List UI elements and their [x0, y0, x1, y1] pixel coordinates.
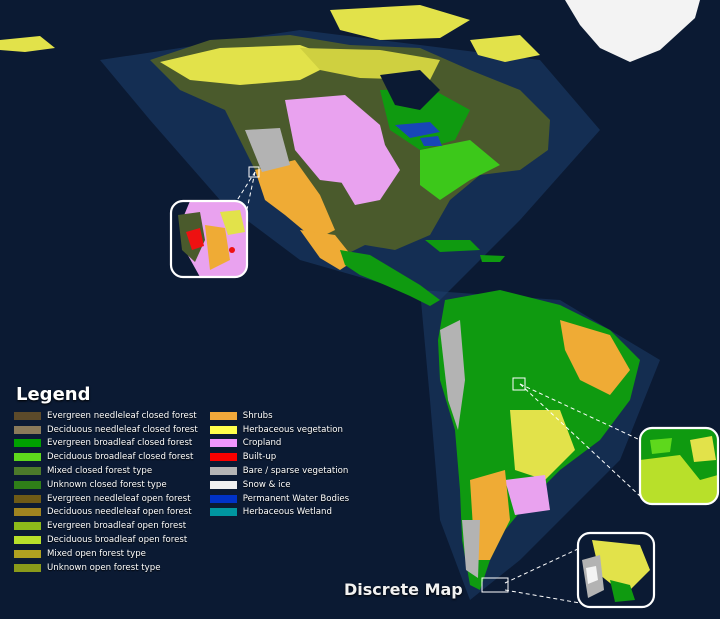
- legend-column-left: Evergreen needleleaf closed forest Decidu…: [14, 409, 198, 575]
- legend-item: Cropland: [209, 437, 349, 451]
- caribbean: [480, 255, 505, 262]
- eastern-forest: [420, 140, 500, 200]
- cropland: [340, 145, 400, 205]
- legend-swatch: [14, 411, 41, 420]
- legend-swatch: [14, 508, 41, 517]
- legend-label: Mixed closed forest type: [47, 466, 153, 477]
- legend-label: Built-up: [242, 452, 277, 463]
- legend-label: Shrubs: [242, 410, 273, 421]
- tundra: [160, 45, 340, 85]
- legend-item: Shrubs: [209, 409, 349, 423]
- legend-swatch: [14, 549, 41, 558]
- legend-swatch: [14, 536, 41, 545]
- shrubland: [560, 320, 630, 395]
- legend-item: Mixed closed forest type: [14, 464, 198, 478]
- legend-label: Deciduous broadleaf closed forest: [47, 452, 194, 463]
- legend-label: Herbaceous Wetland: [242, 507, 332, 518]
- shrubland: [300, 230, 355, 270]
- legend-column-right: Shrubs Herbaceous vegetation Cropland Built…: [209, 409, 350, 575]
- shrubland: [255, 160, 335, 240]
- legend-label: Cropland: [242, 438, 282, 449]
- legend-swatch: [209, 467, 237, 476]
- legend: Legend Evergreen needleleaf closed fores…: [14, 384, 354, 575]
- legend-swatch: [14, 494, 41, 503]
- legend-swatch: [209, 480, 237, 489]
- great-lakes: [420, 136, 442, 146]
- legend-label: Snow & ice: [242, 479, 291, 490]
- cropland: [505, 475, 550, 515]
- legend-label: Evergreen needleleaf closed forest: [47, 410, 197, 421]
- legend-item: Mixed open forest type: [14, 547, 198, 561]
- central-america: [340, 250, 440, 306]
- legend-label: Evergreen broadleaf open forest: [47, 521, 187, 532]
- legend-item: Built-up: [209, 450, 349, 464]
- legend-item: Evergreen needleleaf open forest: [14, 492, 198, 506]
- legend-swatch: [14, 467, 41, 476]
- legend-label: Bare / sparse vegetation: [242, 466, 349, 477]
- source-box-patagonia: [481, 577, 509, 593]
- legend-swatch: [209, 508, 237, 517]
- herbaceous: [510, 410, 575, 480]
- legend-item: Unknown closed forest type: [14, 478, 198, 492]
- legend-swatch: [14, 425, 41, 434]
- legend-label: Deciduous broadleaf open forest: [47, 535, 188, 546]
- arctic-islands: [470, 35, 540, 62]
- legend-swatch: [14, 453, 41, 462]
- bare-land: [245, 128, 290, 172]
- zoom-lines: [235, 171, 641, 604]
- amazon-inset: [638, 426, 720, 506]
- legend-item: Evergreen needleleaf closed forest: [14, 409, 198, 423]
- patagonia-inset: [576, 531, 656, 609]
- legend-swatch: [14, 563, 41, 572]
- legend-swatch: [209, 453, 237, 462]
- legend-swatch: [14, 480, 41, 489]
- hudson-bay: [380, 70, 440, 110]
- legend-label: Deciduous needleleaf open forest: [47, 507, 192, 518]
- caribbean: [425, 240, 480, 252]
- map-caption: Discrete Map: [344, 580, 463, 599]
- legend-item: Evergreen broadleaf open forest: [14, 519, 198, 533]
- legend-label: Evergreen needleleaf open forest: [47, 493, 191, 504]
- legend-label: Permanent Water Bodies: [242, 493, 350, 504]
- legend-item: Bare / sparse vegetation: [209, 464, 349, 478]
- legend-label: Unknown open forest type: [47, 562, 161, 573]
- source-box-amazon: [512, 377, 526, 391]
- legend-item: Deciduous broadleaf closed forest: [14, 450, 198, 464]
- legend-item: Herbaceous vegetation: [209, 423, 349, 437]
- legend-label: Unknown closed forest type: [47, 479, 167, 490]
- legend-item: Unknown open forest type: [14, 561, 198, 575]
- source-box-california: [248, 166, 260, 178]
- legend-item: Herbaceous Wetland: [209, 506, 349, 520]
- legend-label: Mixed open forest type: [47, 548, 146, 559]
- great-lakes: [395, 122, 440, 138]
- bare-land: [462, 520, 480, 578]
- california-inset: [169, 199, 249, 279]
- legend-swatch: [209, 425, 237, 434]
- legend-item: Permanent Water Bodies: [209, 492, 350, 506]
- andes: [440, 320, 465, 430]
- legend-item: Deciduous broadleaf open forest: [14, 533, 198, 547]
- legend-label: Evergreen broadleaf closed forest: [47, 438, 193, 449]
- legend-swatch: [14, 439, 41, 448]
- legend-swatch: [14, 522, 41, 531]
- shrubland: [470, 470, 510, 560]
- legend-swatch: [209, 494, 237, 503]
- legend-label: Herbaceous vegetation: [242, 424, 343, 435]
- legend-swatch: [209, 439, 237, 448]
- legend-label: Deciduous needleleaf closed forest: [47, 424, 198, 435]
- legend-item: Snow & ice: [209, 478, 349, 492]
- legend-item: Evergreen broadleaf closed forest: [14, 437, 198, 451]
- legend-swatch: [209, 411, 237, 420]
- siberia-edge: [0, 36, 55, 52]
- legend-item: Deciduous needleleaf closed forest: [14, 423, 198, 437]
- legend-title: Legend: [16, 384, 91, 405]
- arctic-islands: [330, 5, 470, 40]
- legend-item: Deciduous needleleaf open forest: [14, 506, 198, 520]
- greenland-ice: [565, 0, 700, 62]
